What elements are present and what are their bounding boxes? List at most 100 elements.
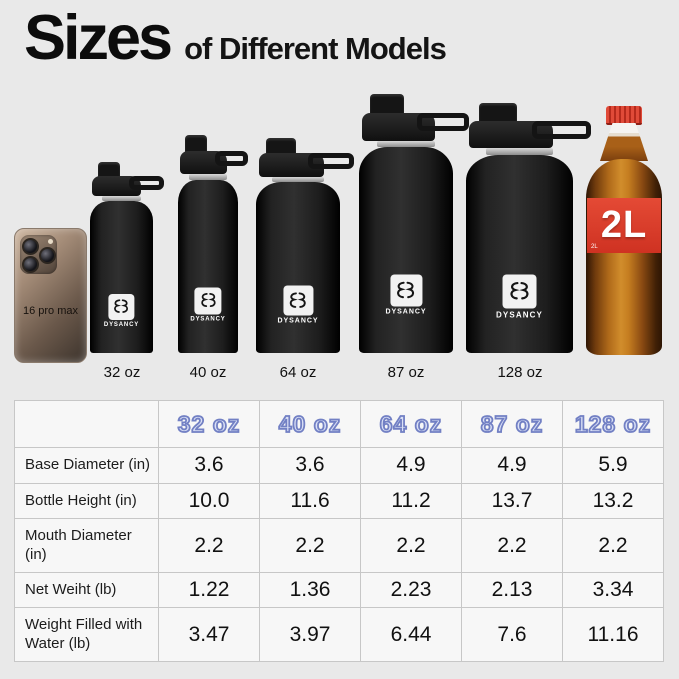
steel-collar: [101, 196, 142, 202]
brand-name: DYSANCY: [277, 317, 319, 325]
handle-loop-icon: [532, 121, 592, 139]
value-cell: 13.7: [461, 482, 563, 520]
bottle-128oz: DYSANCY: [466, 103, 592, 353]
value-cell: 4.9: [360, 447, 462, 484]
dysancy-logo-icon: [108, 293, 135, 320]
lid: [258, 153, 325, 177]
value-cell: 2.13: [461, 571, 563, 609]
value-cell: 3.97: [259, 607, 361, 662]
cola-label: 2L 2L: [587, 198, 661, 253]
phone: 16 pro max: [14, 228, 87, 363]
table-header: 32 oz 40 oz 64 oz 87 oz 128 oz: [14, 400, 664, 448]
dysancy-logo: DYSANCY: [103, 293, 140, 328]
value-cell: 3.6: [259, 447, 361, 484]
handle-loop-icon: [129, 175, 164, 190]
row-label: Weight Filled with Water (lb): [14, 607, 159, 662]
bottle-40oz: DYSANCY: [178, 135, 249, 353]
value-cell: 11.16: [562, 607, 664, 662]
column-header: 40 oz: [259, 400, 361, 448]
bottle-32oz: DYSANCY: [90, 162, 164, 353]
dysancy-logo: DYSANCY: [277, 285, 319, 325]
brand-name: DYSANCY: [496, 310, 543, 320]
steel-collar: [189, 174, 227, 180]
bottle-body: DYSANCY: [178, 179, 238, 353]
title-main: Sizes: [24, 3, 173, 73]
value-cell: 3.47: [158, 607, 260, 662]
bottle-cap: [178, 135, 249, 175]
bottle-87oz: DYSANCY: [359, 94, 469, 353]
cola-volume-small-text: 2L: [591, 244, 598, 250]
size-table: 32 oz 40 oz 64 oz 87 oz 128 oz Base Diameter…: [14, 400, 664, 662]
camera-flash-icon: [48, 239, 53, 244]
table-row: Base Diameter (in) 3.6 3.6 4.9 4.9 5.9: [14, 447, 664, 484]
camera-lens-icon: [22, 256, 39, 273]
steel-collar: [486, 148, 553, 155]
value-cell: 13.2: [562, 482, 664, 520]
bottle-body: DYSANCY: [90, 201, 153, 353]
size-label-32oz: 32 oz: [103, 364, 141, 381]
brand-name: DYSANCY: [103, 321, 140, 328]
handle-loop-icon: [417, 112, 469, 132]
spout-icon: [185, 135, 207, 154]
row-label: Base Diameter (in): [14, 447, 159, 484]
brand-name: DYSANCY: [385, 308, 427, 316]
table-corner-cell: [14, 400, 159, 448]
value-cell: 11.6: [259, 482, 361, 520]
table-row: Net Weiht (lb) 1.22 1.36 2.23 2.13 3.34: [14, 571, 664, 609]
value-cell: 2.2: [259, 518, 361, 573]
value-cell: 5.9: [562, 447, 664, 484]
value-cell: 6.44: [360, 607, 462, 662]
steel-collar: [376, 140, 436, 148]
spout-icon: [266, 138, 297, 156]
lid: [91, 175, 141, 197]
brand-name: DYSANCY: [190, 316, 226, 323]
size-label-64oz: 64 oz: [279, 364, 317, 381]
dysancy-logo: DYSANCY: [190, 287, 225, 322]
lid: [179, 150, 227, 175]
dysancy-logo: DYSANCY: [385, 274, 427, 316]
handle-loop-icon: [215, 150, 249, 167]
row-label: Net Weiht (lb): [14, 571, 159, 609]
cola-volume-text: 2L: [600, 204, 648, 246]
value-cell: 2.2: [461, 518, 563, 573]
bottle-body: DYSANCY: [256, 182, 340, 353]
row-label: Mouth Diameter (in): [14, 518, 159, 573]
value-cell: 2.2: [562, 518, 664, 573]
size-label-40oz: 40 oz: [189, 364, 227, 381]
value-cell: 2.2: [360, 518, 462, 573]
camera-module: [20, 235, 57, 274]
handle-loop-icon: [308, 153, 355, 169]
dysancy-logo-icon: [390, 274, 422, 307]
row-label: Bottle Height (in): [14, 482, 159, 520]
column-header: 64 oz: [360, 400, 462, 448]
spout-icon: [97, 162, 121, 178]
camera-lens-icon: [22, 238, 39, 255]
cola-bottle: 2L 2L: [586, 106, 662, 355]
table-body: Base Diameter (in) 3.6 3.6 4.9 4.9 5.9 Bottle …: [14, 447, 664, 662]
title-sub: of Different Models: [184, 31, 447, 66]
bottle-cap: [359, 94, 469, 141]
spout-icon: [478, 103, 518, 124]
size-label-128oz: 128 oz: [497, 364, 543, 381]
table-row: Bottle Height (in) 10.0 11.6 11.2 13.7 13.2: [14, 482, 664, 520]
value-cell: 3.34: [562, 571, 664, 609]
page-title: Sizes of Different Models: [24, 2, 447, 74]
spout-icon: [370, 94, 405, 116]
value-cell: 10.0: [158, 482, 260, 520]
value-cell: 11.2: [360, 482, 462, 520]
dysancy-logo: DYSANCY: [496, 274, 543, 320]
column-header: 32 oz: [158, 400, 260, 448]
camera-lens-icon: [39, 247, 56, 264]
cola-cap: [606, 106, 642, 125]
cola-body: [586, 159, 662, 355]
bottle-cap: [256, 138, 355, 177]
dysancy-logo-icon: [502, 274, 537, 309]
bottle-body: DYSANCY: [466, 154, 573, 353]
bottle-64oz: DYSANCY: [256, 138, 355, 353]
value-cell: 1.36: [259, 571, 361, 609]
bottle-cap: [466, 103, 592, 148]
cola-neck: [600, 123, 648, 161]
value-cell: 1.22: [158, 571, 260, 609]
steel-collar: [271, 176, 325, 183]
